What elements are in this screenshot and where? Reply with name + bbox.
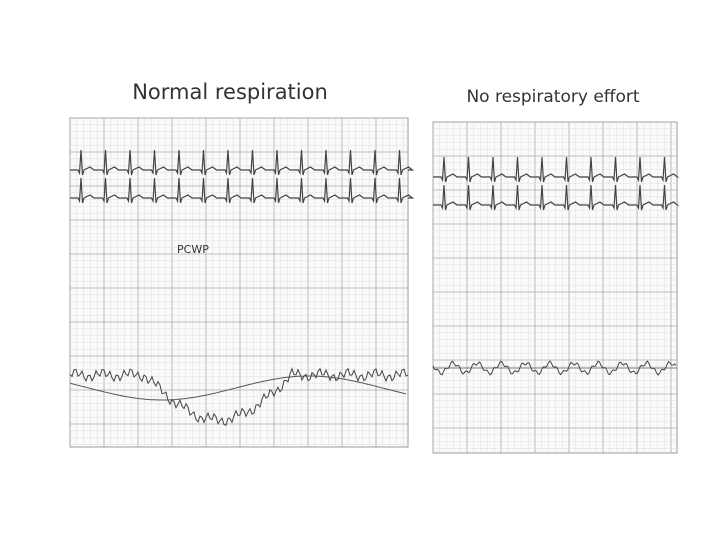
ecg-trace: [70, 149, 415, 176]
ecg-trace: [70, 177, 415, 204]
panel-title: No respiratory effort: [466, 87, 639, 107]
ecg-trace: [433, 156, 680, 183]
paper: [69, 117, 409, 448]
trace-label: PCWP: [177, 243, 209, 256]
pcwp-trace: [432, 360, 677, 376]
panel-title: Normal respiration: [132, 80, 328, 104]
ecg-trace: [433, 184, 680, 211]
waveforms: [69, 149, 680, 426]
respiration-trace: [69, 375, 407, 401]
pcwp-trace: [69, 367, 409, 426]
